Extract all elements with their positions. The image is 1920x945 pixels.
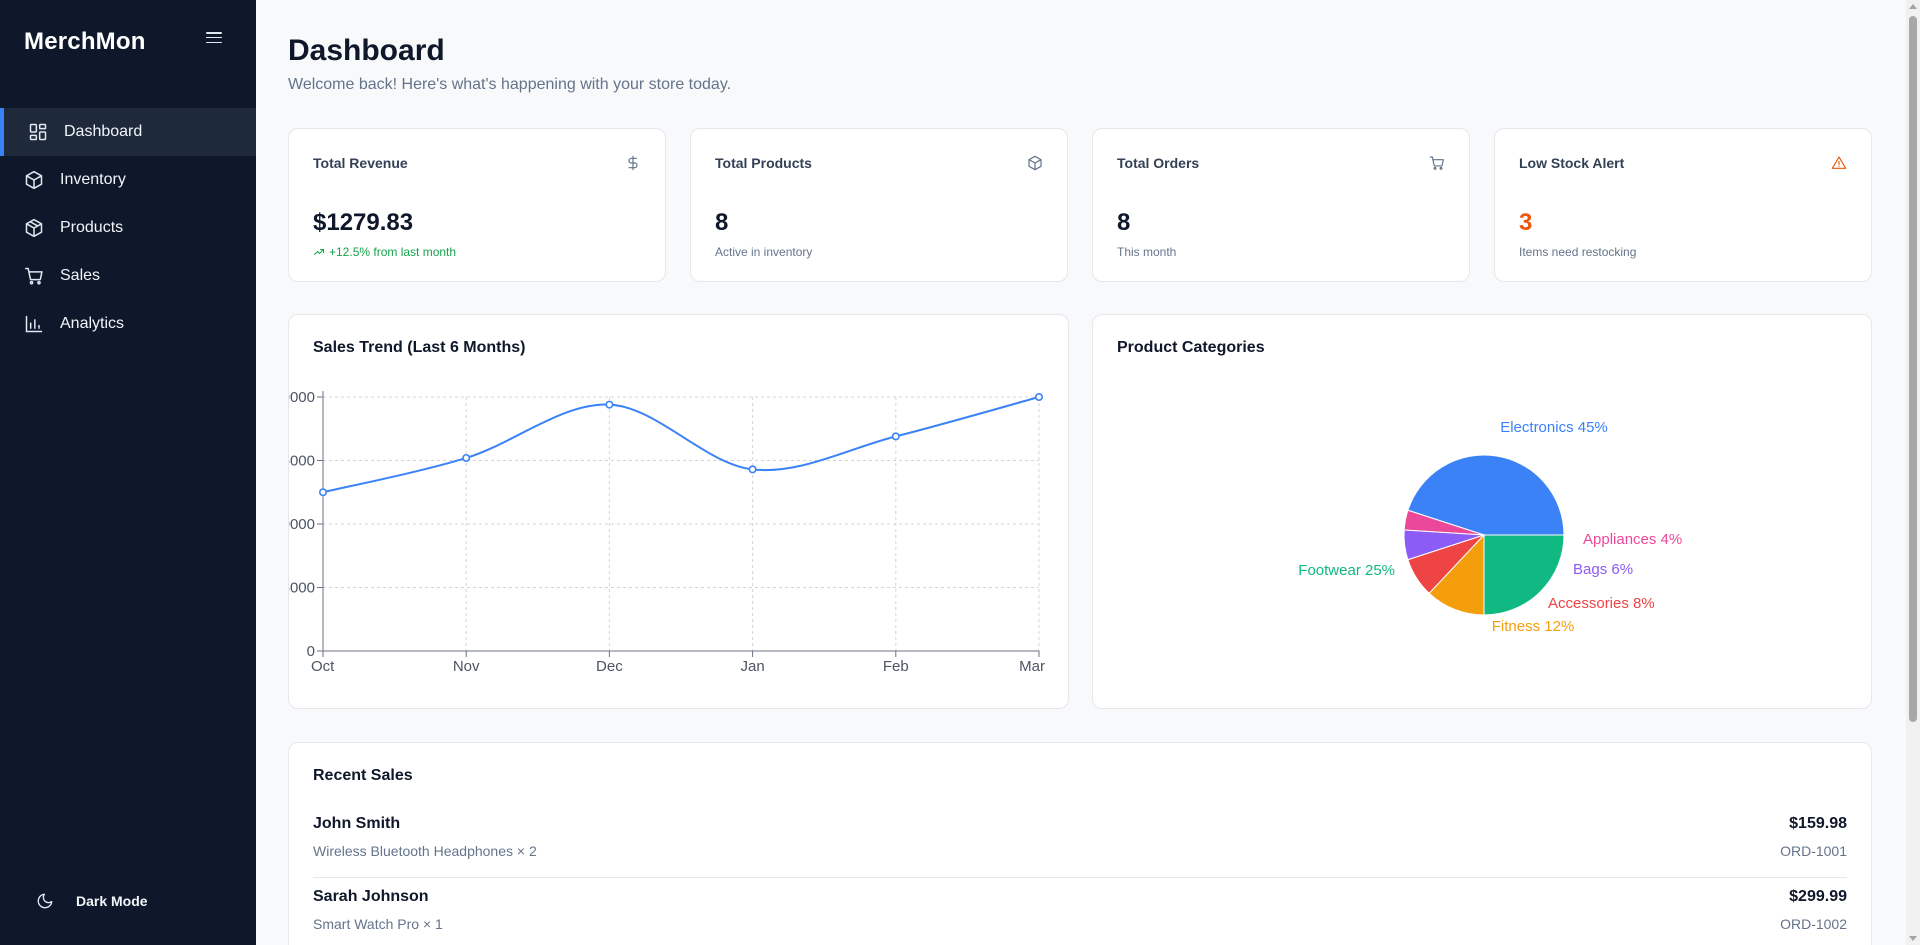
sidebar-item-label: Sales xyxy=(60,267,101,284)
sidebar-item-sales[interactable]: Sales xyxy=(0,252,256,300)
page-subtitle: Welcome back! Here's what's happening wi… xyxy=(288,76,732,93)
data-point xyxy=(891,432,900,441)
dashboard-grid-icon xyxy=(28,122,48,142)
data-point xyxy=(462,453,471,462)
stat-title: Total Products xyxy=(715,155,812,171)
cart-icon xyxy=(24,266,44,286)
dark-mode-toggle[interactable]: Dark Mode xyxy=(36,892,148,910)
x-tick-label: Dec xyxy=(596,658,623,675)
sale-amount: $299.99 xyxy=(1789,888,1847,905)
sidebar-item-dashboard[interactable]: Dashboard xyxy=(0,108,256,156)
sidebar-nav: Dashboard Inventory Products Sales Analy… xyxy=(0,108,256,348)
stat-title: Total Orders xyxy=(1117,155,1200,171)
sale-order-id: ORD-1002 xyxy=(1780,916,1847,932)
sidebar: MerchMon Dashboard Inventory Products Sa… xyxy=(0,0,256,945)
scroll-up-arrow-icon[interactable] xyxy=(1909,4,1917,9)
sales-trend-chart: 0 5000 10000 15000 20000 Oct Nov Dec Jan Feb Mar xyxy=(289,389,1045,675)
bar-chart-icon xyxy=(24,314,44,334)
main-content: Dashboard Welcome back! Here's what's ha… xyxy=(256,0,1906,945)
product-categories-card: Product Categories Electronics 45% Applia… xyxy=(1092,314,1872,709)
page-scrollbar[interactable] xyxy=(1906,0,1920,945)
sidebar-item-products[interactable]: Products xyxy=(0,204,256,252)
brand-logo: MerchMon xyxy=(24,28,146,55)
box-icon xyxy=(24,170,44,190)
y-tick-label: 5000 xyxy=(289,580,315,597)
sale-customer: John Smith xyxy=(313,815,401,832)
box-icon xyxy=(1027,155,1043,171)
menu-toggle-icon[interactable] xyxy=(206,32,222,48)
scrollbar-thumb[interactable] xyxy=(1909,16,1917,722)
stat-note: Active in inventory xyxy=(715,245,813,259)
series-line xyxy=(322,396,1040,494)
sale-row[interactable]: John Smith Wireless Bluetooth Headphones… xyxy=(313,805,1847,878)
stat-card-orders: Total Orders 8 This month xyxy=(1092,128,1470,282)
dollar-icon xyxy=(625,155,641,171)
stat-card-products: Total Products 8 Active in inventory xyxy=(690,128,1068,282)
y-tick-label: 0 xyxy=(307,643,315,660)
sale-order-id: ORD-1001 xyxy=(1780,843,1847,859)
sale-row[interactable]: Sarah Johnson Smart Watch Pro × 1 $299.9… xyxy=(313,878,1847,945)
sale-item: Wireless Bluetooth Headphones × 2 xyxy=(313,843,537,859)
y-tick-label: 10000 xyxy=(289,516,315,533)
chart-title: Product Categories xyxy=(1117,339,1265,356)
stat-value: 8 xyxy=(715,209,729,236)
sidebar-item-label: Products xyxy=(60,219,124,236)
sale-amount: $159.98 xyxy=(1789,815,1847,832)
pie-label: Footwear 25% xyxy=(1298,562,1395,579)
x-tick-label: Mar xyxy=(1019,658,1045,675)
stat-title: Low Stock Alert xyxy=(1519,155,1625,171)
stat-note-text: +12.5% from last month xyxy=(329,245,457,259)
scroll-down-arrow-icon[interactable] xyxy=(1909,936,1917,941)
stat-card-revenue: Total Revenue $1279.83 +12.5% from last … xyxy=(288,128,666,282)
pie-label: Appliances 4% xyxy=(1583,531,1682,548)
sidebar-item-inventory[interactable]: Inventory xyxy=(0,156,256,204)
x-tick-label: Jan xyxy=(741,658,765,675)
package-icon xyxy=(24,218,44,238)
stat-note: Items need restocking xyxy=(1519,245,1637,259)
x-tick-label: Nov xyxy=(453,658,480,675)
dark-mode-label: Dark Mode xyxy=(76,893,148,909)
data-point xyxy=(1034,393,1043,402)
stat-value: $1279.83 xyxy=(313,209,414,236)
data-point xyxy=(318,488,327,497)
pie-label: Electronics 45% xyxy=(1500,419,1608,436)
stat-title: Total Revenue xyxy=(313,155,408,171)
sidebar-item-label: Dashboard xyxy=(64,123,143,140)
sidebar-item-analytics[interactable]: Analytics xyxy=(0,300,256,348)
pie-slice xyxy=(1428,533,1485,616)
pie-label: Bags 6% xyxy=(1573,561,1633,578)
stat-note: This month xyxy=(1117,245,1177,259)
sidebar-item-label: Analytics xyxy=(60,315,125,332)
section-title: Recent Sales xyxy=(313,767,413,784)
moon-icon xyxy=(37,893,53,909)
stat-note: +12.5% from last month xyxy=(313,245,456,259)
cart-icon xyxy=(1429,155,1445,171)
trending-up-icon xyxy=(314,249,324,255)
data-point xyxy=(748,465,757,474)
recent-sales-card: Recent Sales John Smith Wireless Bluetoo… xyxy=(288,742,1872,945)
sale-customer: Sarah Johnson xyxy=(313,888,429,905)
y-tick-label: 20000 xyxy=(289,389,315,406)
x-tick-label: Oct xyxy=(311,658,335,675)
sales-trend-card: Sales Trend (Last 6 Months) 0 5000 10000 15… xyxy=(288,314,1069,709)
stat-card-low-stock: Low Stock Alert 3 Items need restocking xyxy=(1494,128,1872,282)
sidebar-item-label: Inventory xyxy=(60,171,126,188)
pie-slice xyxy=(1407,454,1565,536)
pie-label: Accessories 8% xyxy=(1548,595,1655,612)
pie-slice xyxy=(1483,534,1565,616)
y-tick-label: 15000 xyxy=(289,453,315,470)
stat-value: 3 xyxy=(1519,209,1533,236)
page-title: Dashboard xyxy=(288,34,445,67)
warning-icon xyxy=(1831,155,1847,171)
data-point xyxy=(605,400,614,409)
pie-label: Fitness 12% xyxy=(1492,618,1575,635)
chart-title: Sales Trend (Last 6 Months) xyxy=(313,339,526,356)
sale-item: Smart Watch Pro × 1 xyxy=(313,916,443,932)
stat-value: 8 xyxy=(1117,209,1131,236)
x-tick-label: Feb xyxy=(883,658,909,675)
product-categories-chart: Electronics 45% Appliances 4% Bags 6% Acces… xyxy=(1298,419,1682,635)
